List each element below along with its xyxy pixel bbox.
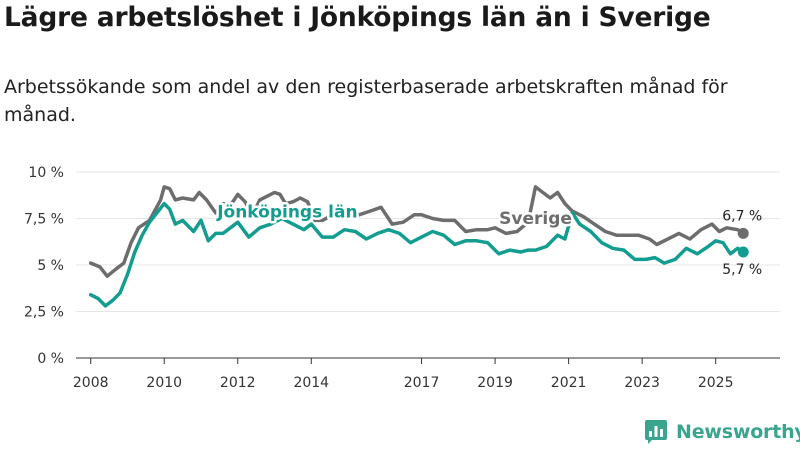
series-label-jonkoping-halo: Jönköpings län (216, 203, 357, 223)
series-line-jonkoping (88, 201, 745, 308)
chart-subtitle: Arbetssökande som andel av den registerb… (4, 76, 728, 126)
x-tick-label: 2012 (220, 375, 256, 391)
end-value-label-jonkoping: 5,7 % (722, 262, 762, 278)
x-tick-label: 2021 (551, 375, 587, 391)
y-tick-label: 10 % (28, 165, 64, 181)
y-tick-label: 2,5 % (24, 305, 64, 321)
x-tick-label: 2023 (624, 375, 660, 391)
newsworthy-logo: Newsworthy (644, 419, 800, 445)
y-tick-label: 0 % (37, 351, 64, 367)
end-point-jonkoping (737, 246, 749, 258)
grid-lines (76, 171, 780, 312)
y-tick-label: 5 % (37, 258, 64, 274)
x-tick-label: 2010 (146, 375, 182, 391)
end-value-label-sverige: 6,7 % (722, 208, 762, 224)
series-label-jonkoping: Jönköpings län (216, 203, 357, 223)
x-tick-label: 2017 (404, 375, 440, 391)
y-axis-ticks: 0 % 2,5 % 5 % 7,5 % 10 % (24, 165, 64, 367)
series-label-sverige-halo: Sverige (499, 209, 572, 229)
series-lines (88, 185, 749, 308)
x-tick-label: 2025 (698, 375, 734, 391)
x-tick-label: 2019 (477, 375, 513, 391)
brand-name: Newsworthy (676, 421, 800, 443)
x-tick-label: 2008 (73, 375, 109, 391)
bar-chart-logo-icon (645, 420, 667, 444)
end-point-sverige (737, 227, 749, 239)
series-line-sverige (88, 185, 745, 278)
y-tick-label: 7,5 % (24, 212, 64, 228)
x-axis: 2008 2010 2012 2014 2017 2019 2021 2023 2025 (73, 357, 780, 391)
x-tick-label: 2014 (293, 375, 329, 391)
series-label-sverige: Sverige (499, 209, 572, 229)
chart-title: Lägre arbetslöshet i Jönköpings län än i… (4, 2, 711, 33)
